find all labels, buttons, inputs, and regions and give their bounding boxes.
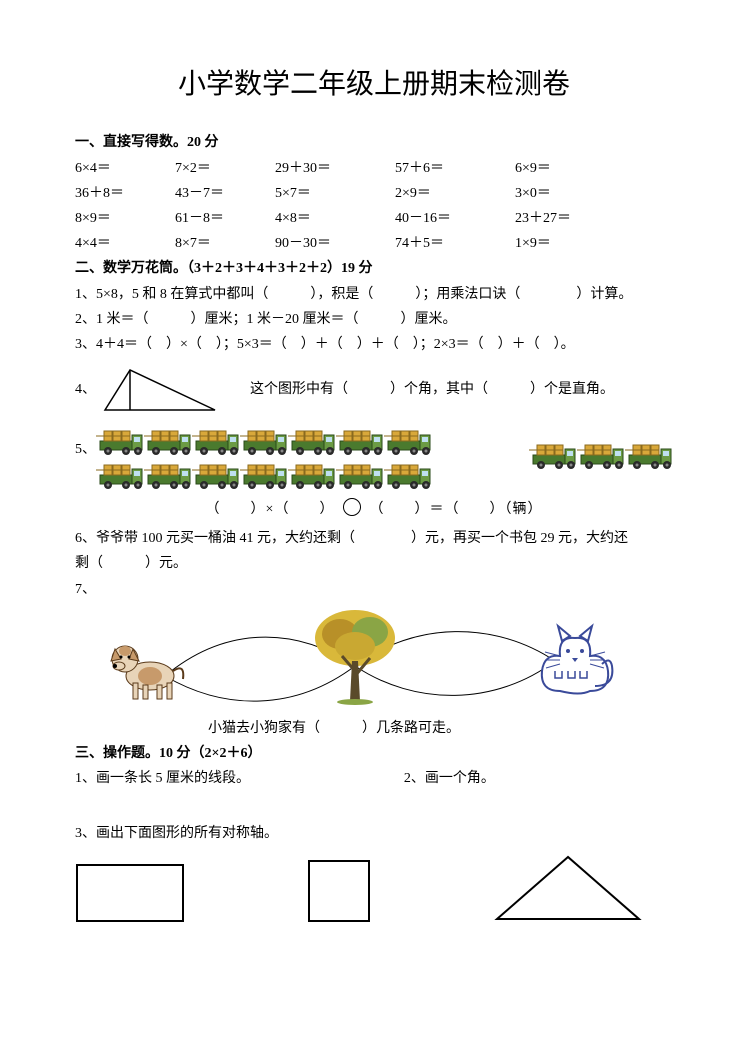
calc-cell: 61－8＝ [175,206,275,231]
calc-cell: 23＋27＝ [515,206,615,231]
calc-grid: 6×4＝7×2＝29＋30＝57＋6＝6×9＝ 36＋8＝43－7＝5×7＝2×9… [75,156,673,257]
q2-5-equation: （ ）×（ ） （ ）＝（ ）（辆） [75,497,673,522]
calc-cell: 8×7＝ [175,231,275,256]
truck-row-right [529,439,673,491]
q3-2: 2、画一个角。 [404,766,495,791]
q3-3: 3、画出下面图形的所有对称轴。 [75,821,673,846]
calc-cell: 4×8＝ [275,206,395,231]
truck-row-1 [96,425,489,457]
shape-square [307,859,371,923]
calc-cell: 29＋30＝ [275,156,395,181]
q2-4: 4、 这个图形中有（ ）个角，其中（ ）个是直角。 [75,365,673,415]
tree-icon [315,610,395,705]
calc-cell: 1×9＝ [515,231,615,256]
section-1-head: 一、直接写得数。20 分 [75,130,673,155]
q2-4-text: 这个图形中有（ ）个角，其中（ ）个是直角。 [250,377,614,402]
q2-2: 2、1 米＝（ ）厘米；1 米－20 厘米＝（ ）厘米。 [75,307,673,332]
q2-6b: 剩（ ）元。 [75,551,673,576]
dog-icon [111,646,183,699]
shape-triangle [493,853,643,923]
q2-3: 3、4＋4＝（ ）×（ ）；5×3＝（ ）＋（ ）＋（ ）；2×3＝（ ）＋（ … [75,332,673,357]
calc-cell: 40－16＝ [395,206,515,231]
calc-cell: 74＋5＝ [395,231,515,256]
triangle-figure [100,365,220,415]
calc-cell: 3×0＝ [515,181,615,206]
section-2-head: 二、数学万花筒。（3＋2＋3＋4＋3＋2＋2）19 分 [75,256,673,281]
calc-cell: 7×2＝ [175,156,275,181]
q2-5-num: 5、 [75,437,96,491]
truck-row-2 [96,459,489,491]
symmetry-shapes [75,853,673,923]
q5-eq-right: （ ）＝（ ）（辆） [369,502,542,517]
q2-7-num: 7、 [75,577,673,602]
q2-7-text: 小猫去小狗家有（ ）几条路可走。 [0,716,673,741]
cat-icon [542,626,613,694]
q2-4-num: 4、 [75,377,96,402]
calc-cell: 90－30＝ [275,231,395,256]
calc-cell: 6×4＝ [75,156,175,181]
calc-cell: 2×9＝ [395,181,515,206]
section-3-head: 三、操作题。10 分（2×2＋6） [75,741,673,766]
q3-1: 1、画一条长 5 厘米的线段。 [75,766,404,791]
shape-rect-wide [75,863,185,923]
circle-operator [343,498,361,516]
q5-eq-left: （ ）×（ ） [206,502,335,517]
q2-7-figure [75,606,673,716]
calc-cell: 36＋8＝ [75,181,175,206]
page-title: 小学数学二年级上册期末检测卷 [75,60,673,110]
calc-cell: 57＋6＝ [395,156,515,181]
calc-cell: 6×9＝ [515,156,615,181]
q2-5: 5、 [75,425,673,491]
calc-cell: 8×9＝ [75,206,175,231]
q2-1: 1、5×8，5 和 8 在算式中都叫（ ），积是（ ）；用乘法口诀（ ）计算。 [75,282,673,307]
q2-6a: 6、爷爷带 100 元买一桶油 41 元，大约还剩（ ）元，再买一个书包 29 … [75,526,673,551]
calc-cell: 5×7＝ [275,181,395,206]
calc-cell: 4×4＝ [75,231,175,256]
calc-cell: 43－7＝ [175,181,275,206]
